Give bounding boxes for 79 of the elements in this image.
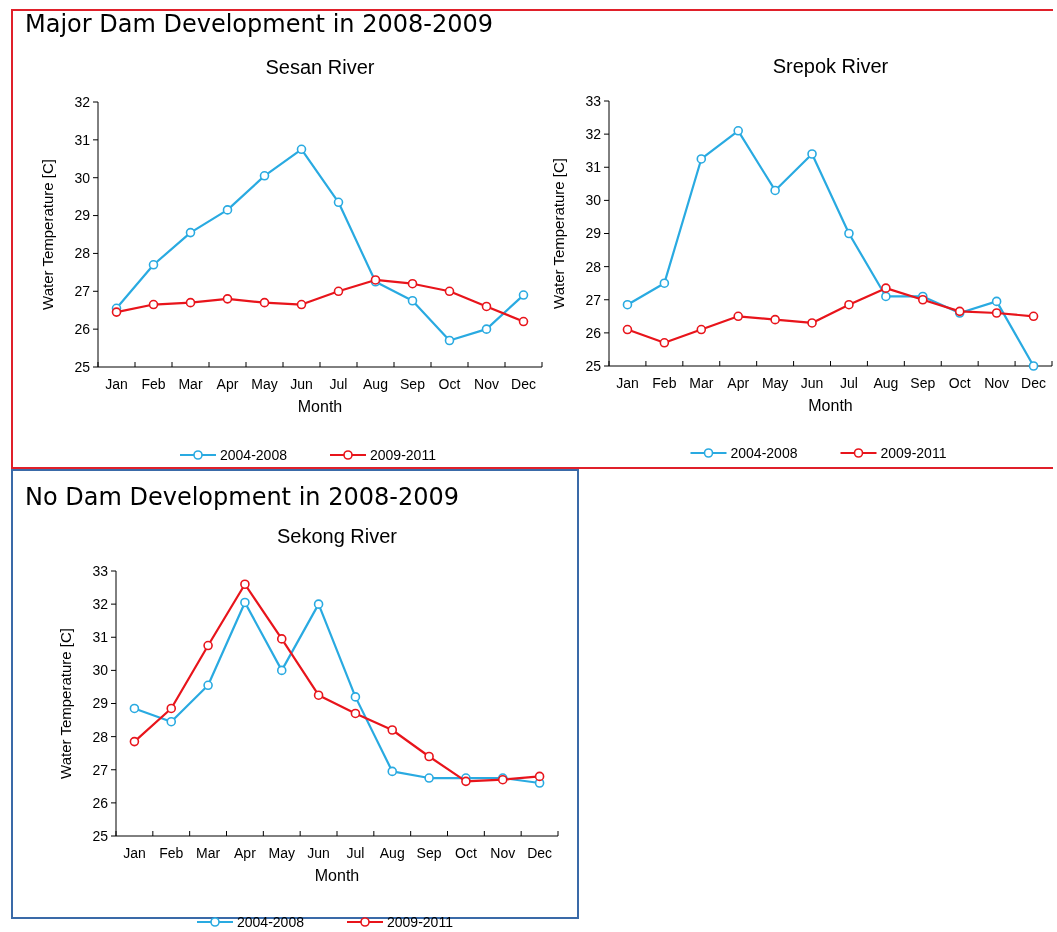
y-tick-label: 29 [92, 695, 109, 712]
x-tick-label: Oct [455, 845, 477, 861]
y-tick-label: 27 [74, 283, 91, 300]
chart-title: Sekong River [276, 525, 398, 547]
y-tick-label: 30 [585, 192, 602, 209]
x-tick-label: Jun [800, 375, 824, 391]
text: No Dam Development in 2008-2009 [25, 483, 459, 511]
y-tick-label: 31 [74, 131, 91, 148]
y-axis-title: Water Temperature [C] [57, 628, 74, 779]
y-tick-label: 25 [92, 827, 109, 844]
legend-label: 2004-2008 [220, 446, 288, 463]
x-tick-label: Jan [616, 375, 639, 391]
x-tick-label: May [268, 845, 295, 861]
y-tick-label: 26 [92, 794, 109, 811]
chart-title: Sesan River [265, 56, 375, 78]
y-tick-label: 30 [74, 169, 91, 186]
x-tick-label: Jul [346, 845, 365, 861]
x-tick-label: Jan [105, 376, 128, 392]
y-tick-label: 33 [585, 92, 602, 109]
chart-title: Srepok River [772, 55, 889, 77]
x-tick-label: May [251, 376, 278, 392]
x-tick-label: Jul [840, 375, 858, 391]
y-tick-label: 32 [92, 596, 109, 613]
y-tick-label: 26 [585, 324, 602, 341]
legend-label: 2004-2008 [730, 444, 798, 461]
legend-label: 2009-2011 [387, 913, 454, 930]
x-tick-label: Aug [873, 375, 899, 391]
x-tick-label: Aug [379, 845, 405, 861]
x-tick-label: Nov [490, 845, 516, 861]
x-tick-label: Oct [948, 375, 971, 391]
x-tick-label: Feb [652, 375, 677, 391]
y-tick-label: 27 [585, 291, 602, 308]
x-tick-label: Oct [438, 376, 461, 392]
x-tick-label: Jun [290, 376, 313, 392]
x-tick-label: Dec [1021, 375, 1046, 391]
y-tick-label: 29 [74, 207, 91, 224]
x-tick-label: Nov [474, 376, 499, 392]
x-tick-label: Sep [400, 376, 426, 392]
x-tick-label: Sep [416, 845, 442, 861]
legend-label: 2009-2011 [370, 446, 437, 463]
x-axis-title: Month [314, 867, 360, 884]
y-tick-label: 28 [585, 258, 602, 275]
x-axis-title: Month [808, 397, 853, 414]
x-tick-label: Dec [527, 845, 553, 861]
x-axis-title: Month [297, 398, 343, 415]
x-tick-label: Jul [329, 376, 348, 392]
y-tick-label: 25 [585, 357, 602, 374]
x-tick-label: Apr [234, 845, 257, 861]
y-tick-label: 25 [74, 358, 91, 375]
text: Major Dam Development in 2008-2009 [25, 10, 493, 38]
y-tick-label: 28 [92, 728, 109, 745]
y-axis-title: Water Temperature [C] [39, 159, 56, 310]
y-tick-label: 29 [585, 225, 602, 242]
legend-label: 2004-2008 [237, 913, 305, 930]
x-tick-label: Dec [511, 376, 536, 392]
x-tick-label: Feb [159, 845, 184, 861]
y-tick-label: 31 [585, 159, 602, 176]
y-tick-label: 32 [74, 93, 91, 110]
x-tick-label: Jan [123, 845, 146, 861]
x-tick-label: Nov [984, 375, 1010, 391]
x-tick-label: Feb [141, 376, 166, 392]
y-tick-label: 30 [92, 662, 109, 679]
x-tick-label: Mar [196, 845, 221, 861]
x-tick-label: Apr [216, 376, 239, 392]
y-axis-title: Water Temperature [C] [550, 158, 567, 309]
x-tick-label: Mar [178, 376, 203, 392]
x-tick-label: Sep [910, 375, 936, 391]
y-tick-label: 32 [585, 126, 602, 143]
x-tick-label: Aug [363, 376, 388, 392]
y-tick-label: 27 [92, 761, 109, 778]
x-tick-label: May [761, 375, 789, 391]
x-tick-label: Apr [727, 375, 750, 391]
y-tick-label: 26 [74, 321, 91, 338]
legend-label: 2009-2011 [880, 444, 947, 461]
x-tick-label: Jun [307, 845, 330, 861]
x-tick-label: Mar [689, 375, 714, 391]
y-tick-label: 33 [92, 562, 109, 579]
y-tick-label: 31 [92, 629, 109, 646]
y-tick-label: 28 [74, 245, 91, 262]
